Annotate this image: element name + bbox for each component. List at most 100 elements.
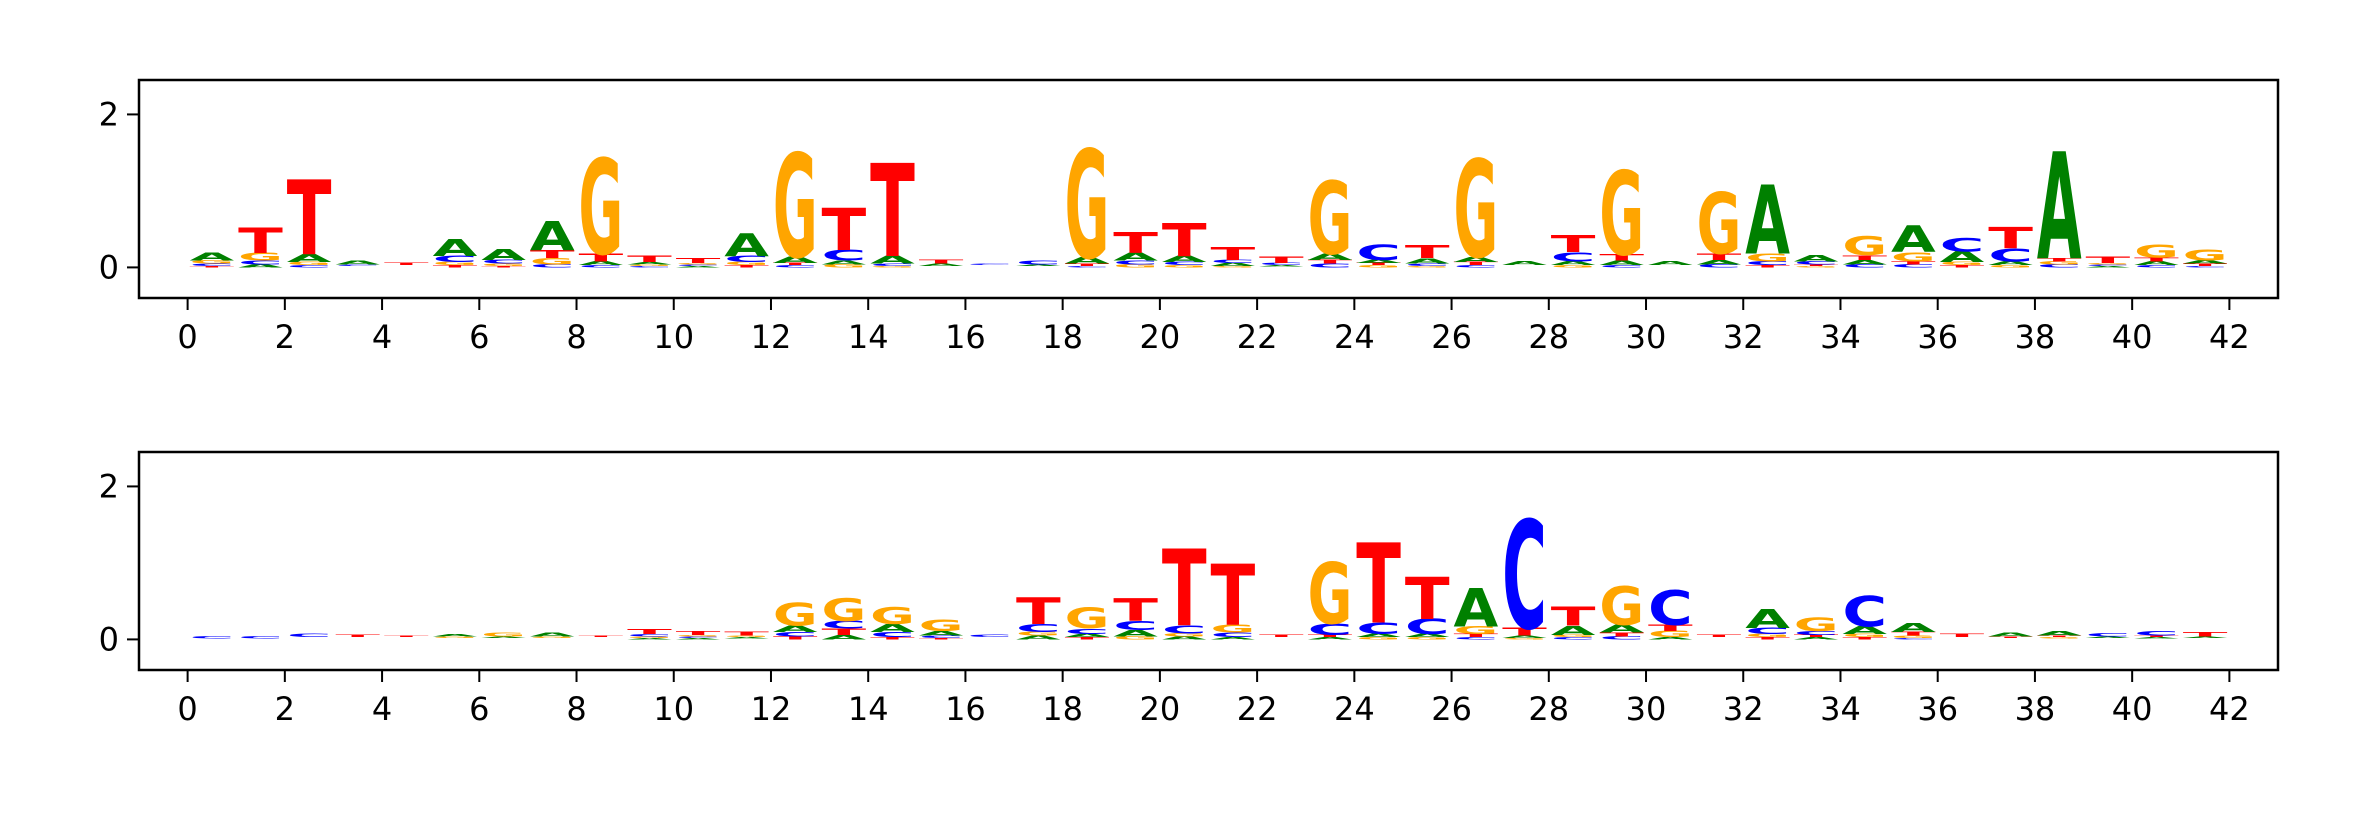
x-tick-label: 24 bbox=[1334, 318, 1375, 356]
logo-letter-C: C bbox=[530, 264, 575, 269]
x-tick-label: 16 bbox=[945, 318, 986, 356]
logo-letter-T: T bbox=[1162, 215, 1207, 267]
logo-letter-T: T bbox=[2134, 256, 2179, 262]
logo-letter-T: T bbox=[2134, 635, 2179, 637]
logo-letter-T: T bbox=[1405, 242, 1450, 263]
logo-letter-T: T bbox=[384, 635, 429, 637]
logo-letter-C: C bbox=[1405, 615, 1450, 639]
logo-letter-A: A bbox=[530, 631, 575, 637]
logo-letter-T: T bbox=[1065, 636, 1110, 640]
logo-letter-T: T bbox=[238, 221, 283, 261]
logo-letter-C: C bbox=[1356, 241, 1401, 265]
logo-letter-G: G bbox=[1842, 633, 1887, 638]
logo-letter-G: G bbox=[481, 631, 526, 637]
logo-letter-A: A bbox=[1745, 604, 1790, 635]
x-tick-label: 26 bbox=[1431, 318, 1472, 356]
logo-letter-A: A bbox=[1016, 264, 1061, 266]
logo-letter-G: G bbox=[676, 262, 721, 264]
logo-letter-C: C bbox=[1842, 588, 1887, 637]
logo-letter-C: C bbox=[773, 264, 818, 268]
logo-letter-C: C bbox=[335, 264, 380, 266]
logo-stack: C bbox=[238, 636, 283, 640]
logo-letter-A: A bbox=[530, 214, 575, 260]
logo-letter-G: G bbox=[1308, 161, 1353, 278]
logo-letter-C: C bbox=[1162, 624, 1207, 636]
logo-letter-T: T bbox=[1210, 243, 1255, 264]
logo-letter-C: C bbox=[1065, 265, 1110, 267]
x-tick-label: 24 bbox=[1334, 690, 1375, 728]
logo-letter-A: A bbox=[481, 636, 526, 638]
logo-letter-C: C bbox=[1599, 636, 1644, 641]
logo-letter-G: G bbox=[1210, 623, 1255, 635]
logo-letter-C: C bbox=[676, 636, 721, 638]
x-tick-label: 18 bbox=[1042, 318, 1083, 356]
logo-letter-T: T bbox=[1016, 591, 1061, 633]
logo-letter-A: A bbox=[287, 252, 332, 264]
logo-letter-G: G bbox=[870, 603, 915, 630]
logo-letter-A: A bbox=[1794, 254, 1840, 264]
logo-letter-C: C bbox=[1551, 636, 1596, 640]
logo-letter-A: A bbox=[1356, 259, 1401, 264]
x-tick-label: 0 bbox=[177, 318, 197, 356]
logo-letter-A: A bbox=[1308, 636, 1353, 640]
logo-stack: T bbox=[1259, 634, 1304, 638]
logo-letter-T: T bbox=[1113, 227, 1158, 260]
logo-letter-A: A bbox=[870, 622, 915, 634]
logo-letter-G: G bbox=[919, 616, 964, 634]
logo-letter-T: T bbox=[1308, 259, 1353, 265]
x-tick-label: 4 bbox=[372, 318, 392, 356]
logo-letter-A: A bbox=[1599, 259, 1644, 266]
logo-letter-C: C bbox=[1308, 620, 1353, 638]
x-tick-label: 22 bbox=[1237, 690, 1278, 728]
x-tick-label: 34 bbox=[1820, 690, 1861, 728]
logo-letter-G: G bbox=[1405, 636, 1450, 640]
logo-letter-A: A bbox=[1162, 254, 1208, 264]
logo-letter-G: G bbox=[627, 264, 672, 266]
logo-letter-T: T bbox=[1648, 623, 1693, 633]
logo-letter-C: C bbox=[967, 634, 1012, 638]
x-tick-label: 34 bbox=[1820, 318, 1861, 356]
logo-letter-C: C bbox=[2085, 632, 2130, 637]
logo-letter-A: A bbox=[1016, 635, 1061, 641]
logo-letter-C: C bbox=[1551, 250, 1596, 265]
logo-letter-T: T bbox=[578, 252, 623, 264]
logo-stack: ATC bbox=[2134, 630, 2179, 639]
x-tick-label: 42 bbox=[2209, 690, 2250, 728]
logo-letter-T: T bbox=[1988, 221, 2033, 255]
logo-letter-T: T bbox=[287, 161, 332, 280]
logo-letter-T: T bbox=[1940, 633, 1985, 638]
logo-letter-T: T bbox=[384, 262, 429, 266]
logo-letter-G: G bbox=[773, 596, 818, 633]
logo-stack: C bbox=[967, 263, 1012, 265]
logo-letter-T: T bbox=[822, 198, 867, 264]
logo-letter-C: C bbox=[1842, 264, 1887, 269]
logo-letter-A: A bbox=[1551, 623, 1596, 638]
logo-letter-C: C bbox=[627, 265, 672, 267]
logo-letter-C: C bbox=[1356, 620, 1401, 638]
logo-letter-T: T bbox=[1599, 631, 1644, 637]
logo-letter-A: A bbox=[2183, 260, 2228, 265]
x-tick-label: 30 bbox=[1626, 318, 1667, 356]
y-tick-label: 0 bbox=[99, 248, 119, 286]
logo-letter-A: A bbox=[190, 251, 235, 263]
y-tick-label: 2 bbox=[99, 95, 119, 133]
logo-letter-T: T bbox=[1259, 255, 1304, 265]
logo-letter-A: A bbox=[1065, 633, 1110, 638]
logo-letter-A: A bbox=[919, 630, 964, 637]
logo-letter-T: T bbox=[724, 264, 769, 268]
